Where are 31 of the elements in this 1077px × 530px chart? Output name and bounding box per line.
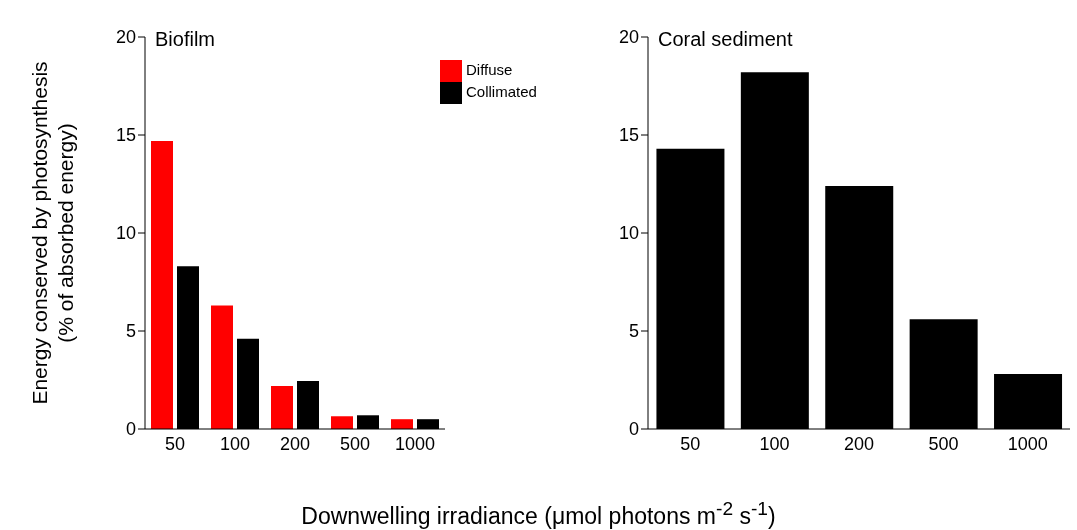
bar: [151, 140, 173, 429]
bar: [391, 419, 413, 429]
chart-title: Biofilm: [155, 28, 216, 51]
x-tick-label: 50: [680, 433, 701, 454]
x-tick-label: 100: [219, 433, 251, 454]
x-tick-label: 200: [279, 433, 311, 454]
x-tick-label: 50: [164, 433, 186, 454]
x-axis-title: Downwelling irradiance (μmol photons m$^{-2}$ s$^{-1}$): [300, 498, 777, 530]
x-tick-label: 100: [759, 433, 790, 454]
legend-label: Collimated: [466, 82, 537, 100]
y-tick-label: 0: [125, 419, 136, 440]
legend-label: Diffuse: [466, 60, 513, 78]
x-tick-label: 500: [928, 433, 959, 454]
y-tick-label: 0: [628, 419, 639, 440]
y-axis-title: Energy conserved by photosynthesis (% of absorbed energy): [28, 61, 77, 405]
y-tick-label: 20: [618, 27, 639, 48]
chart-title: Coral sediment: [658, 28, 793, 51]
bar: [271, 385, 293, 429]
x-tick-label: 200: [843, 433, 875, 454]
y-tick-label: 5: [125, 321, 136, 342]
y-tick-label: 15: [618, 125, 639, 146]
x-tick-label: 1000: [1007, 433, 1048, 454]
bar: [211, 305, 233, 429]
y-tick-label: 10: [618, 223, 639, 244]
x-tick-label: 500: [339, 433, 371, 454]
y-tick-label: 10: [115, 223, 136, 244]
y-tick-label: 5: [628, 321, 639, 342]
y-tick-label: 20: [115, 27, 136, 48]
bar: [331, 416, 353, 429]
y-tick-label: 15: [115, 125, 136, 146]
x-tick-label: 1000: [394, 433, 436, 454]
